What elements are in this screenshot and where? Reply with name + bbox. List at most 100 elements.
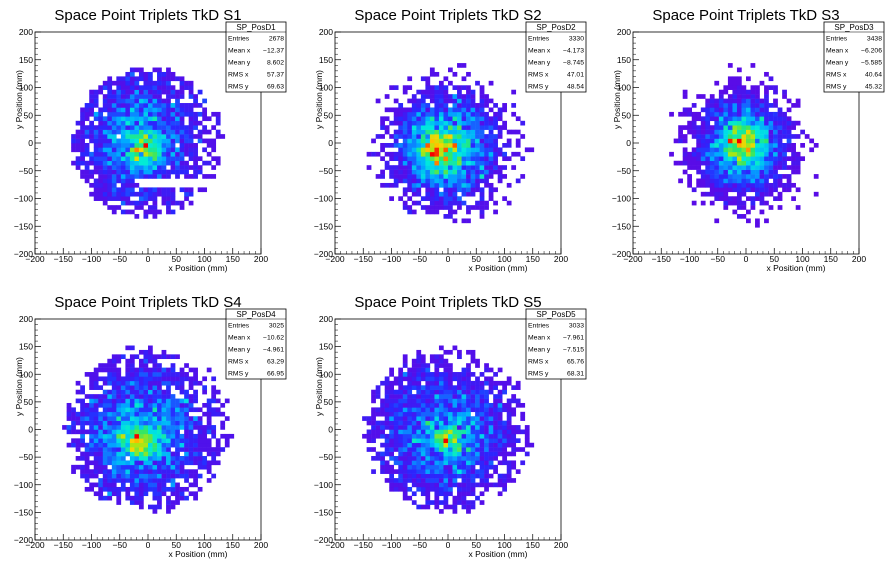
histogram-bin [179,464,185,470]
histogram-bin [764,89,769,95]
histogram-bin [179,376,185,382]
histogram-bin [727,98,733,104]
histogram-bin [375,98,381,104]
histogram-bin [425,504,431,510]
histogram-bin [475,407,480,413]
histogram-bin [89,120,95,126]
histogram-bin [175,411,180,417]
histogram-bin [452,464,458,470]
histogram-bin [393,143,399,148]
histogram-bin [809,138,815,144]
histogram-bin [448,349,453,355]
histogram-bin [764,120,769,126]
histogram-bin [434,209,440,215]
histogram-bin [93,143,99,148]
histogram-bin [157,94,162,99]
histogram-bin [102,456,108,461]
histogram-bin [170,451,176,457]
histogram-bin [179,103,185,108]
histogram-bin [179,433,185,439]
histogram-bin [429,143,435,148]
histogram-bin [102,94,108,99]
histogram-bin [461,447,467,452]
histogram-bin [166,174,171,179]
histogram-bin [80,425,85,430]
histogram-bin [687,120,693,126]
histogram-bin [438,429,444,435]
histogram-bin [407,380,413,386]
histogram-bin [184,495,189,501]
histogram-bin [416,407,422,413]
histogram-bin [384,438,390,444]
histogram-bin [750,151,756,157]
histogram-bin [429,407,435,413]
histogram-bin [506,402,512,408]
histogram-bin [138,174,144,179]
histogram-bin [98,469,104,474]
histogram-bin [764,187,769,193]
histogram-bin [102,389,108,395]
histogram-bin [407,478,413,483]
histogram-bin [407,111,413,117]
histogram-bin [434,500,440,505]
histogram-bin [148,345,153,351]
histogram-bin [705,147,711,153]
histogram-bin [152,354,158,360]
histogram-bin [138,380,144,386]
histogram-bin [120,111,126,117]
histogram-bin [746,94,751,99]
histogram-bin [389,420,395,426]
histogram-bin [709,94,715,99]
histogram-bin [170,191,176,197]
histogram-bin [170,89,176,95]
histogram-bin [682,134,688,139]
histogram-bin [475,429,480,435]
histogram-bin [502,120,508,126]
histogram-bin [102,116,108,122]
histogram-bin [107,196,113,201]
histogram-bin [497,380,503,386]
histogram-bin [438,482,444,488]
histogram-bin [193,174,198,179]
histogram-bin [709,200,715,206]
histogram-bin [179,469,185,474]
histogram-bin [506,156,512,162]
histogram-bin [700,94,706,99]
histogram-bin [429,473,435,479]
histogram-bin [475,120,480,126]
histogram-bin [416,394,422,399]
histogram-bin [470,129,476,135]
histogram-bin [484,367,489,373]
histogram-bin [515,398,521,404]
histogram-bin [120,433,126,439]
histogram-bin [402,125,408,130]
histogram-bin [768,116,774,122]
histogram-bin [393,420,399,426]
histogram-bin [393,456,399,461]
histogram-bin [782,120,787,126]
panel-title: Space Point Triplets TkD S3 [652,7,839,24]
histogram-bin [497,147,503,153]
histogram-bin [120,478,126,483]
histogram-bin [727,138,733,144]
histogram-bin [723,191,729,197]
histogram-bin [452,420,458,426]
histogram-bin [129,376,135,382]
histogram-bin [705,107,711,113]
histogram-bin [161,191,167,197]
histogram-bin [497,129,503,135]
histogram-bin [484,469,489,474]
histogram-bin [398,433,404,439]
histogram-bin [488,191,494,197]
histogram-bin [389,456,395,461]
histogram-bin [411,411,417,417]
histogram-bin [732,156,738,162]
histogram-bin [175,165,180,170]
histogram-bin [493,385,498,390]
histogram-bin [143,398,149,404]
histogram-bin [773,151,778,157]
histogram-bin [71,438,76,444]
histogram-bin [134,411,140,417]
histogram-bin [389,398,395,404]
histogram-bin [493,416,498,421]
